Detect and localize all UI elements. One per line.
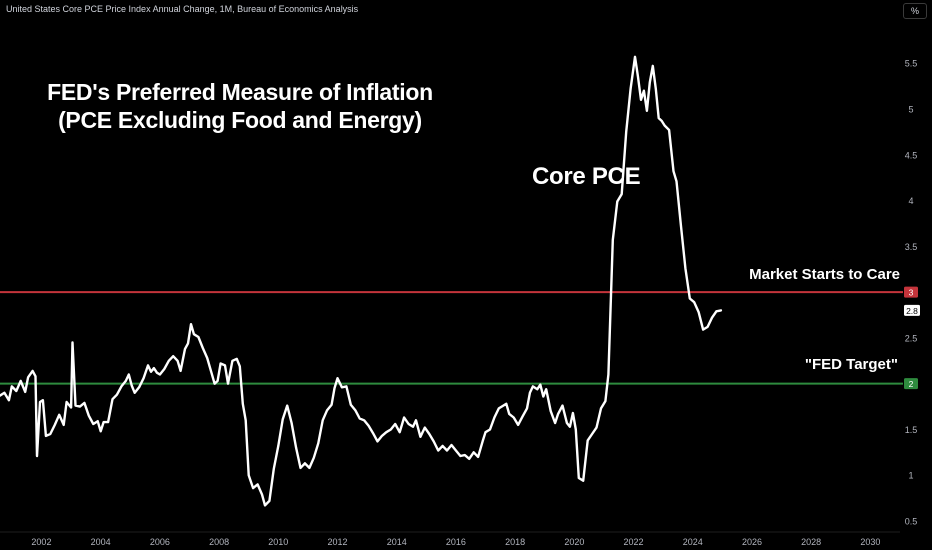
y-tick-label: 1 [908, 471, 913, 481]
x-tick-label: 2014 [387, 537, 407, 547]
x-tick-label: 2010 [268, 537, 288, 547]
x-tick-label: 2028 [801, 537, 821, 547]
y-tick-label: 4 [908, 196, 913, 206]
x-tick-label: 2030 [860, 537, 880, 547]
price-tag-label-3: 3 [909, 288, 914, 298]
y-tick-label: 2.5 [905, 333, 918, 343]
x-tick-label: 2016 [446, 537, 466, 547]
core-pce-line [0, 55, 723, 507]
y-tick-label: 0.5 [905, 517, 918, 527]
last-value-tag [904, 304, 920, 316]
x-tick-label: 2012 [327, 537, 347, 547]
x-tick-label: 2008 [209, 537, 229, 547]
x-tick-label: 2002 [31, 537, 51, 547]
y-tick-label: 5 [908, 104, 913, 114]
x-tick-label: 2020 [564, 537, 584, 547]
series-annotation: Core PCE [532, 163, 641, 190]
market-line-annotation: Market Starts to Care [749, 266, 900, 283]
chart-title-line-2: (PCE Excluding Food and Energy) [58, 107, 422, 133]
x-tick-label: 2022 [624, 537, 644, 547]
last-value-label: 2.8 [906, 306, 918, 316]
price-tag-2 [904, 378, 918, 390]
y-tick-label: 3.5 [905, 242, 918, 252]
price-tag-label-2: 2 [909, 379, 914, 389]
chart-title-line-1: FED's Preferred Measure of Inflation [47, 79, 433, 105]
chart-header-title: United States Core PCE Price Index Annua… [6, 4, 359, 14]
x-tick-label: 2006 [150, 537, 170, 547]
fed-target-annotation: "FED Target" [804, 356, 898, 373]
price-tag-3 [904, 286, 918, 298]
y-tick-label: 5.5 [905, 59, 918, 69]
y-tick-label: 4.5 [905, 150, 918, 160]
x-tick-label: 2004 [91, 537, 111, 547]
unit-toggle-button[interactable]: % [903, 3, 927, 19]
x-tick-label: 2018 [505, 537, 525, 547]
x-tick-label: 2026 [742, 537, 762, 547]
x-tick-label: 2024 [683, 537, 703, 547]
chart-title: FED's Preferred Measure of Inflation (PC… [40, 78, 440, 134]
y-tick-label: 1.5 [905, 425, 918, 435]
